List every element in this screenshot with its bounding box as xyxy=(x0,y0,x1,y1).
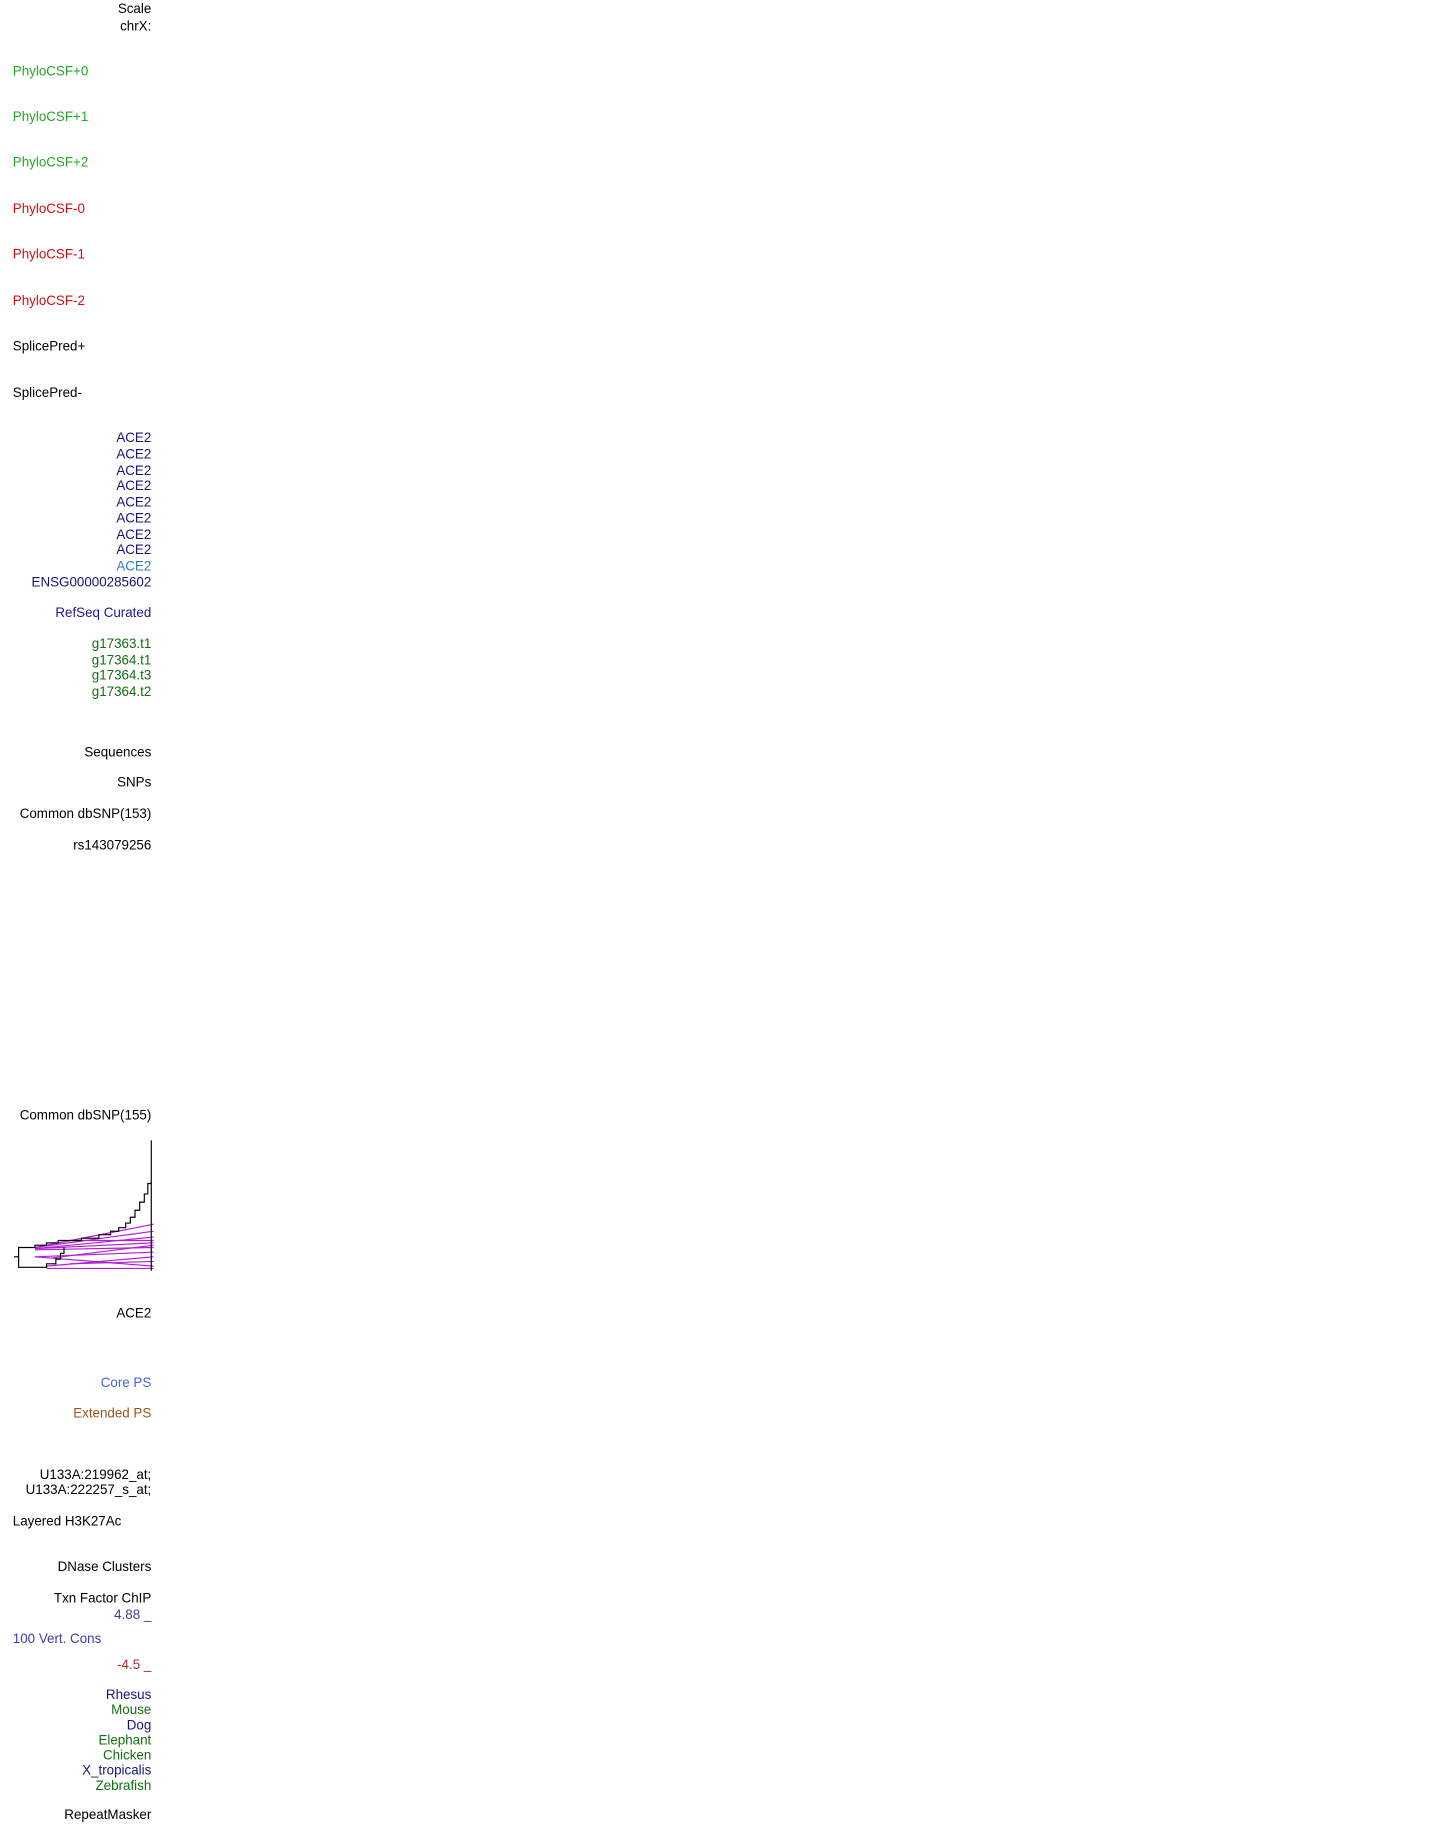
track-label[interactable]: SplicePred+ xyxy=(13,338,86,353)
track-label[interactable]: RefSeq Curated xyxy=(55,605,151,620)
track-label[interactable]: PhyloCSF-1 xyxy=(13,246,85,261)
track-label[interactable]: RepeatMasker xyxy=(64,1807,152,1822)
track-label[interactable]: Txn Factor ChIP xyxy=(54,1590,151,1605)
track-label[interactable]: Elephant xyxy=(98,1732,151,1747)
track-label[interactable]: Common dbSNP(153) xyxy=(20,806,152,821)
track-label[interactable]: PhyloCSF-2 xyxy=(13,293,85,308)
track-label[interactable]: SNPs xyxy=(117,775,152,790)
track-label[interactable]: Common dbSNP(155) xyxy=(20,1108,152,1123)
track-label[interactable]: ACE2 xyxy=(116,511,151,526)
track-label[interactable]: ACE2 xyxy=(116,478,151,493)
tree-graphic xyxy=(13,1140,154,1271)
track-label[interactable]: Zebrafish xyxy=(96,1778,152,1793)
track-label[interactable]: Mouse xyxy=(111,1702,151,1717)
track-label[interactable]: ACE2 xyxy=(116,542,151,557)
track-label[interactable]: ENSG00000285602 xyxy=(32,575,152,590)
track-label[interactable]: Dog xyxy=(127,1717,152,1732)
track-label[interactable]: ACE2 xyxy=(116,558,151,573)
track-label[interactable]: Extended PS xyxy=(73,1405,151,1420)
track-label[interactable]: PhyloCSF+2 xyxy=(13,154,88,169)
track-label[interactable]: g17364.t2 xyxy=(92,684,152,699)
track-label[interactable]: Scale xyxy=(118,1,151,16)
track-label[interactable]: ACE2 xyxy=(116,447,151,462)
track-label[interactable]: ACE2 xyxy=(116,1305,151,1320)
track-label[interactable]: PhyloCSF+0 xyxy=(13,64,88,79)
track-label[interactable]: U133A:219962_at; xyxy=(40,1467,152,1482)
track-label[interactable]: g17363.t1 xyxy=(92,636,152,651)
track-label[interactable]: Layered H3K27Ac xyxy=(13,1514,122,1529)
track-label[interactable]: rs143079256 xyxy=(73,838,151,853)
track-label[interactable]: X_tropicalis xyxy=(82,1763,151,1778)
track-label[interactable]: Rhesus xyxy=(106,1687,152,1702)
track-label[interactable]: PhyloCSF-0 xyxy=(13,201,85,216)
track-label[interactable]: chrX: xyxy=(120,18,151,33)
track-label[interactable]: DNase Clusters xyxy=(58,1559,152,1574)
track-label[interactable]: SplicePred- xyxy=(13,385,82,400)
track-label[interactable]: Sequences xyxy=(84,744,151,759)
track-label[interactable]: Core PS xyxy=(101,1375,152,1390)
track-label[interactable]: ACE2 xyxy=(116,430,151,445)
track-label[interactable]: Chicken xyxy=(103,1748,151,1763)
track-label[interactable]: -4.5 _ xyxy=(117,1657,152,1672)
track-label[interactable]: g17364.t1 xyxy=(92,653,152,668)
track-label[interactable]: g17364.t3 xyxy=(92,668,152,683)
track-label[interactable]: ACE2 xyxy=(116,494,151,509)
track-label[interactable]: 100 Vert. Cons xyxy=(13,1631,102,1646)
track-label[interactable]: PhyloCSF+1 xyxy=(13,109,88,124)
track-label[interactable]: 4.88 _ xyxy=(114,1607,152,1622)
track-label[interactable]: ACE2 xyxy=(116,527,151,542)
track-label[interactable]: U133A:222257_s_at; xyxy=(26,1482,152,1497)
track-label[interactable]: ACE2 xyxy=(116,463,151,478)
